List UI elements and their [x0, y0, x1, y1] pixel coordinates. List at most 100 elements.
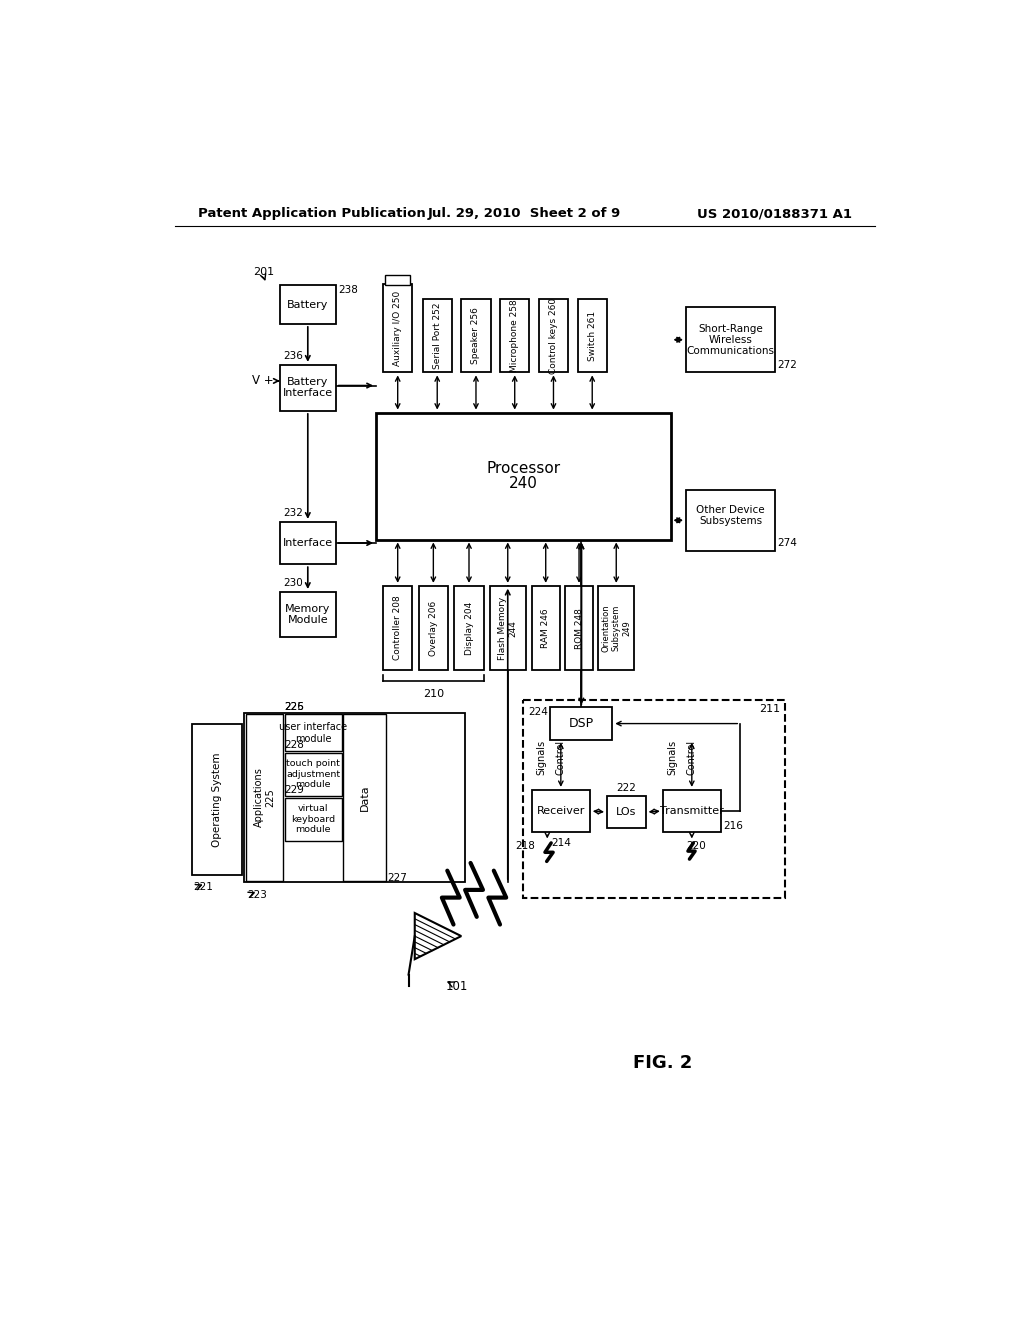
Bar [489, 586, 525, 671]
Text: Operating System: Operating System [212, 752, 222, 846]
Text: Speaker 256: Speaker 256 [471, 308, 480, 364]
Text: 230: 230 [283, 578, 303, 587]
Text: ROM 248: ROM 248 [574, 607, 584, 648]
Text: Processor: Processor [486, 461, 560, 475]
Text: Jul. 29, 2010  Sheet 2 of 9: Jul. 29, 2010 Sheet 2 of 9 [428, 207, 622, 220]
Text: 224: 224 [528, 708, 548, 717]
Text: Overlay 206: Overlay 206 [429, 601, 438, 656]
Text: Interface: Interface [283, 539, 333, 548]
Bar [245, 713, 465, 882]
Text: Receiver: Receiver [537, 807, 585, 816]
Text: DSP: DSP [568, 717, 594, 730]
Bar [343, 714, 386, 880]
Text: LOs: LOs [616, 807, 637, 817]
Text: 225: 225 [285, 702, 304, 711]
Text: 226: 226 [285, 702, 304, 711]
Text: Switch 261: Switch 261 [588, 310, 597, 360]
Text: Auxiliary I/O 250: Auxiliary I/O 250 [393, 290, 402, 366]
Bar [383, 284, 413, 372]
Bar [385, 275, 410, 285]
Text: Orientation
Subsystem
249: Orientation Subsystem 249 [601, 605, 631, 652]
Text: virtual
keyboard
module: virtual keyboard module [291, 804, 335, 834]
Polygon shape [415, 913, 461, 960]
Bar [686, 490, 775, 552]
Bar [531, 789, 590, 832]
Text: Control: Control [555, 741, 565, 775]
Text: FIG. 2: FIG. 2 [633, 1055, 692, 1072]
Text: Wireless: Wireless [709, 335, 753, 345]
Text: Memory: Memory [285, 603, 331, 614]
Text: RAM 246: RAM 246 [542, 609, 550, 648]
Bar [523, 700, 785, 899]
Bar [500, 300, 529, 372]
Bar [419, 586, 449, 671]
Bar [565, 586, 593, 671]
Text: Module: Module [288, 615, 328, 624]
Text: Interface: Interface [283, 388, 333, 399]
Text: Patent Application Publication: Patent Application Publication [198, 207, 426, 220]
Text: 222: 222 [616, 783, 636, 793]
Text: Applications
225: Applications 225 [254, 767, 275, 828]
Bar [598, 586, 634, 671]
Text: 101: 101 [445, 979, 468, 993]
Text: Other Device: Other Device [696, 504, 765, 515]
Text: 221: 221 [194, 882, 213, 892]
Text: 236: 236 [283, 351, 303, 360]
Text: Control: Control [686, 741, 696, 775]
Text: Control keys 260: Control keys 260 [549, 298, 558, 374]
Bar [280, 285, 336, 323]
Text: 211: 211 [760, 704, 780, 714]
Text: Flash Memory
244: Flash Memory 244 [498, 597, 517, 660]
Text: 201: 201 [254, 267, 274, 277]
Text: user interface
module: user interface module [280, 722, 347, 743]
Text: 223: 223 [248, 890, 267, 899]
Text: 274: 274 [777, 539, 798, 548]
Text: 210: 210 [423, 689, 444, 698]
Text: Battery: Battery [287, 300, 329, 310]
Bar [246, 714, 283, 880]
Text: touch point
adjustment
module: touch point adjustment module [286, 759, 340, 789]
Text: Transmitter: Transmitter [659, 807, 724, 816]
Bar [383, 586, 413, 671]
Text: 232: 232 [283, 508, 303, 517]
Text: 229: 229 [285, 785, 304, 795]
Text: 220: 220 [686, 841, 706, 851]
Text: Display 204: Display 204 [465, 602, 473, 655]
Text: 272: 272 [777, 360, 798, 370]
Bar [663, 789, 721, 832]
Text: 227: 227 [388, 873, 408, 883]
Text: US 2010/0188371 A1: US 2010/0188371 A1 [697, 207, 852, 220]
Text: Signals: Signals [667, 741, 677, 775]
Bar [461, 300, 490, 372]
Text: Serial Port 252: Serial Port 252 [433, 302, 441, 370]
Bar [578, 300, 607, 372]
Text: Short-Range: Short-Range [698, 323, 763, 334]
Bar [539, 300, 568, 372]
Text: Signals: Signals [537, 741, 546, 775]
Bar [376, 412, 671, 540]
Text: 238: 238 [338, 285, 358, 296]
Bar [280, 521, 336, 564]
Text: Microphone 258: Microphone 258 [510, 300, 519, 372]
Text: Subsystems: Subsystems [699, 516, 762, 527]
Bar [280, 364, 336, 411]
Bar [686, 308, 775, 372]
Bar [455, 586, 483, 671]
Text: Controller 208: Controller 208 [393, 595, 402, 660]
Bar [285, 714, 342, 751]
Bar [191, 725, 242, 874]
Bar [607, 796, 646, 829]
Text: 218: 218 [516, 841, 536, 851]
Text: 214: 214 [551, 838, 570, 847]
Bar [285, 752, 342, 796]
Text: Battery: Battery [287, 378, 329, 388]
Bar [531, 586, 560, 671]
Text: Communications: Communications [686, 346, 774, 355]
Text: 216: 216 [723, 821, 743, 832]
Bar [550, 708, 612, 739]
Bar [280, 591, 336, 636]
Bar [423, 300, 452, 372]
Text: 228: 228 [285, 741, 304, 750]
Text: 240: 240 [509, 477, 538, 491]
Text: V +: V + [252, 375, 273, 388]
